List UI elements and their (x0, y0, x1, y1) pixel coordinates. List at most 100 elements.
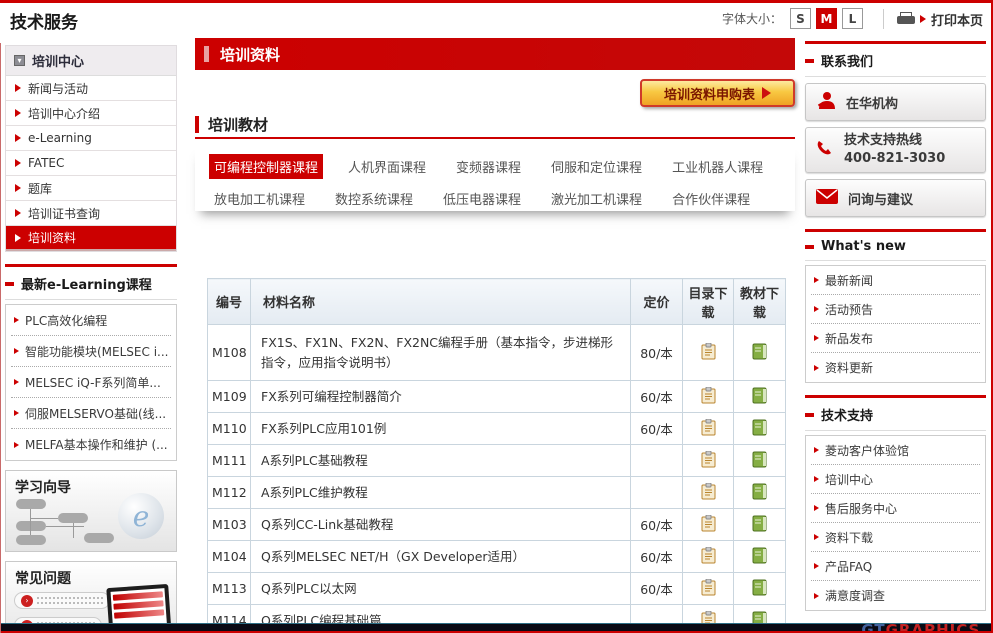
tech-support-list: 菱动客户体验馆 培训中心 售后服务中心 资料下载 产品FAQ 满意度调查 (805, 435, 986, 611)
divider (882, 9, 884, 29)
material-price: 60/本 (630, 508, 683, 541)
textbook-download-button[interactable] (733, 508, 786, 541)
section-title: 联系我们 (821, 55, 874, 70)
tab-hmi-course[interactable]: 人机界面课程 (348, 161, 427, 176)
china-offices-button[interactable]: 在华机构 (805, 83, 986, 121)
whats-new-item-event-preview[interactable]: 活动预告 (811, 295, 980, 324)
clipboard-icon (701, 482, 716, 503)
arrow-icon (762, 87, 771, 99)
tab-inverter-course[interactable]: 变频器课程 (456, 161, 522, 176)
whats-new-item-data-update[interactable]: 资料更新 (811, 353, 980, 382)
mail-icon (816, 188, 838, 208)
textbook-download-button[interactable] (733, 324, 786, 381)
sidebar-item-question-bank[interactable]: 题库 (6, 176, 176, 201)
course-tabs: 可编程控制器课程 人机界面课程 变频器课程 伺服和定位课程 工业机器人课程 放电… (195, 145, 795, 211)
table-row: M109 FX系列可编程控制器简介 60/本 (207, 380, 786, 413)
main-content: 培训资料 培训资料申购表 培训教材 可编程控制器课程 人机界面课程 变频器课程 … (195, 38, 795, 633)
sidebar-item-elearning[interactable]: e-Learning (6, 126, 176, 151)
section-header: What's new (805, 232, 986, 261)
support-hotline-button[interactable]: 技术支持热线 400-821-3030 (805, 127, 986, 173)
material-name: FX1S、FX1N、FX2N、FX2NC编程手册（基本指令，步进梯形指令，应用指… (250, 324, 631, 381)
material-price: 60/本 (630, 540, 683, 573)
arrow-icon (14, 410, 19, 416)
tab-servo-course[interactable]: 伺服和定位课程 (551, 161, 643, 176)
sidebar-item-center-intro[interactable]: 培训中心介绍 (6, 101, 176, 126)
section-header: 最新e-Learning课程 (5, 267, 177, 300)
arrow-icon (15, 209, 21, 217)
elearning-logo-icon: e (118, 493, 164, 539)
textbook-download-button[interactable] (733, 572, 786, 605)
catalog-download-button[interactable] (682, 324, 734, 381)
table-row: M104 Q系列MELSEC NET/H（GX Developer适用） 60/… (207, 540, 786, 573)
card-title: 常见问题 (15, 571, 71, 587)
font-size-small-button[interactable]: S (790, 8, 811, 29)
catalog-download-button[interactable] (682, 444, 734, 477)
print-page-button[interactable]: 打印本页 (875, 9, 983, 29)
right-sidebar: 联系我们 在华机构 技术支持热线 400-821-3030 问询与建议 (805, 41, 986, 633)
textbook-download-button[interactable] (733, 412, 786, 445)
support-item-training-center[interactable]: 培训中心 (811, 465, 980, 494)
material-id: M110 (207, 412, 251, 445)
sidebar-item-fatec[interactable]: FATEC (6, 151, 176, 176)
inquiry-suggestion-button[interactable]: 问询与建议 (805, 179, 986, 217)
learning-guide-banner[interactable]: 学习向导 e (5, 470, 177, 552)
support-item-experience-hall[interactable]: 菱动客户体验馆 (811, 436, 980, 465)
contact-us-section: 联系我们 在华机构 技术支持热线 400-821-3030 问询与建议 (805, 41, 986, 217)
elearning-course-item[interactable]: MELSEC iQ-F系列简单... (11, 367, 171, 398)
whats-new-item-latest-news[interactable]: 最新新闻 (811, 266, 980, 295)
phone-icon (816, 139, 834, 161)
elearning-course-item[interactable]: 智能功能模块(MELSEC i... (11, 336, 171, 367)
catalog-download-button[interactable] (682, 380, 734, 413)
textbook-download-button[interactable] (733, 476, 786, 509)
catalog-download-button[interactable] (682, 572, 734, 605)
textbook-download-button[interactable] (733, 380, 786, 413)
materials-order-form-button[interactable]: 培训资料申购表 (640, 79, 795, 107)
tab-edm-course[interactable]: 放电加工机课程 (214, 193, 306, 208)
support-item-downloads[interactable]: 资料下载 (811, 523, 980, 552)
section-header: 联系我们 (805, 44, 986, 77)
catalog-download-button[interactable] (682, 508, 734, 541)
whats-new-item-new-products[interactable]: 新品发布 (811, 324, 980, 353)
support-item-satisfaction-survey[interactable]: 满意度调查 (811, 581, 980, 610)
sidebar-item-training-materials[interactable]: 培训资料 (6, 226, 176, 251)
sidebar-item-certificate-query[interactable]: 培训证书查询 (6, 201, 176, 226)
textbook-download-button[interactable] (733, 444, 786, 477)
tab-lv-device-course[interactable]: 低压电器课程 (443, 193, 522, 208)
elearning-course-item[interactable]: 伺服MELSERVO基础(线... (11, 398, 171, 429)
support-item-after-sales[interactable]: 售后服务中心 (811, 494, 980, 523)
red-dash-icon (805, 58, 814, 63)
font-size-controls: 字体大小： S M L (722, 8, 863, 29)
section-title: What's new (821, 239, 906, 254)
material-id: M109 (207, 380, 251, 413)
tab-cnc-course[interactable]: 数控系统课程 (335, 193, 414, 208)
book-icon (752, 343, 768, 363)
arrow-icon (14, 317, 19, 323)
materials-table: 编号 材料名称 定价 目录下载 教材下载 M108 FX1S、FX1N、FX2N… (207, 278, 786, 633)
sidebar-item-news[interactable]: 新闻与活动 (6, 76, 176, 101)
catalog-download-button[interactable] (682, 540, 734, 573)
material-price: 80/本 (630, 324, 683, 381)
material-name: Q系列MELSEC NET/H（GX Developer适用） (250, 540, 631, 573)
book-icon (752, 579, 768, 599)
support-item-product-faq[interactable]: 产品FAQ (811, 552, 980, 581)
elearning-course-item[interactable]: MELFA基本操作和维护 (... (11, 429, 171, 460)
font-size-medium-button[interactable]: M (816, 8, 837, 29)
whats-new-section: What's new 最新新闻 活动预告 新品发布 资料更新 (805, 229, 986, 383)
card-title: 学习向导 (15, 480, 71, 496)
arrow-icon (15, 134, 21, 142)
chevron-icon: › (21, 594, 33, 607)
elearning-course-item[interactable]: PLC高效化编程 (11, 305, 171, 336)
tab-plc-course[interactable]: 可编程控制器课程 (209, 154, 324, 179)
person-icon (816, 91, 836, 113)
tab-row-1: 可编程控制器课程 人机界面课程 变频器课程 伺服和定位课程 工业机器人课程 (209, 154, 781, 179)
catalog-download-button[interactable] (682, 476, 734, 509)
tab-robot-course[interactable]: 工业机器人课程 (672, 161, 764, 176)
tab-laser-course[interactable]: 激光加工机课程 (551, 193, 643, 208)
textbook-download-button[interactable] (733, 540, 786, 573)
section-title: 技术支持 (821, 409, 874, 424)
catalog-download-button[interactable] (682, 412, 734, 445)
font-size-large-button[interactable]: L (842, 8, 863, 29)
tab-partner-course[interactable]: 合作伙伴课程 (672, 193, 751, 208)
red-dash-icon (805, 412, 814, 417)
